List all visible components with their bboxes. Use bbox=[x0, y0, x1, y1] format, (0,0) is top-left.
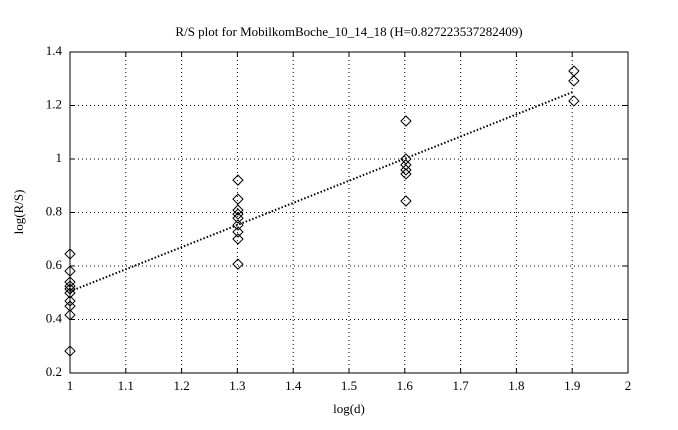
x-tick-label: 1.3 bbox=[229, 378, 245, 393]
fit-line bbox=[69, 90, 575, 293]
data-point bbox=[64, 287, 76, 299]
data-point bbox=[400, 195, 412, 207]
data-point bbox=[400, 164, 412, 176]
data-point bbox=[64, 345, 76, 357]
data-point bbox=[232, 258, 244, 270]
data-point bbox=[232, 226, 244, 238]
x-tick-label: 1.9 bbox=[564, 378, 580, 393]
data-point bbox=[64, 295, 76, 307]
y-tick-label: 0.8 bbox=[46, 203, 62, 218]
data-point bbox=[400, 159, 412, 171]
data-point bbox=[64, 248, 76, 260]
data-point bbox=[64, 280, 76, 292]
x-tick-label: 1.8 bbox=[508, 378, 524, 393]
x-tick-label: 1.4 bbox=[285, 378, 302, 393]
x-tick-label: 1.2 bbox=[173, 378, 189, 393]
y-tick-label: 1.2 bbox=[46, 96, 62, 111]
data-point bbox=[232, 219, 244, 231]
data-point bbox=[64, 265, 76, 277]
chart-title: R/S plot for MobilkomBoche_10_14_18 (H=0… bbox=[175, 24, 522, 39]
x-axis-label: log(d) bbox=[333, 401, 365, 416]
x-tick-label: 2 bbox=[625, 378, 632, 393]
data-point bbox=[232, 174, 244, 186]
data-point bbox=[400, 153, 412, 165]
data-point bbox=[400, 115, 412, 127]
data-point bbox=[232, 212, 244, 224]
x-tick-label: 1.6 bbox=[397, 378, 414, 393]
x-tick-label: 1.7 bbox=[452, 378, 469, 393]
data-point bbox=[64, 283, 76, 295]
x-tick-label: 1.5 bbox=[341, 378, 357, 393]
data-point bbox=[64, 300, 76, 312]
data-point bbox=[64, 276, 76, 288]
data-point bbox=[232, 193, 244, 205]
y-tick-label: 1.4 bbox=[46, 43, 63, 58]
plot-frame bbox=[69, 51, 629, 374]
y-tick-label: 1 bbox=[56, 150, 63, 165]
data-point bbox=[568, 75, 580, 87]
data-point bbox=[400, 168, 412, 180]
y-tick-label: 0.2 bbox=[46, 364, 62, 379]
y-tick-label: 0.6 bbox=[46, 257, 63, 272]
data-point bbox=[232, 233, 244, 245]
data-point bbox=[232, 208, 244, 220]
data-point bbox=[232, 204, 244, 216]
data-point bbox=[568, 95, 580, 107]
y-axis-label: log(R/S) bbox=[11, 190, 26, 235]
data-point bbox=[64, 309, 76, 321]
x-tick-label: 1 bbox=[67, 378, 74, 393]
x-tick-label: 1.1 bbox=[118, 378, 134, 393]
y-tick-label: 0.4 bbox=[46, 310, 63, 325]
